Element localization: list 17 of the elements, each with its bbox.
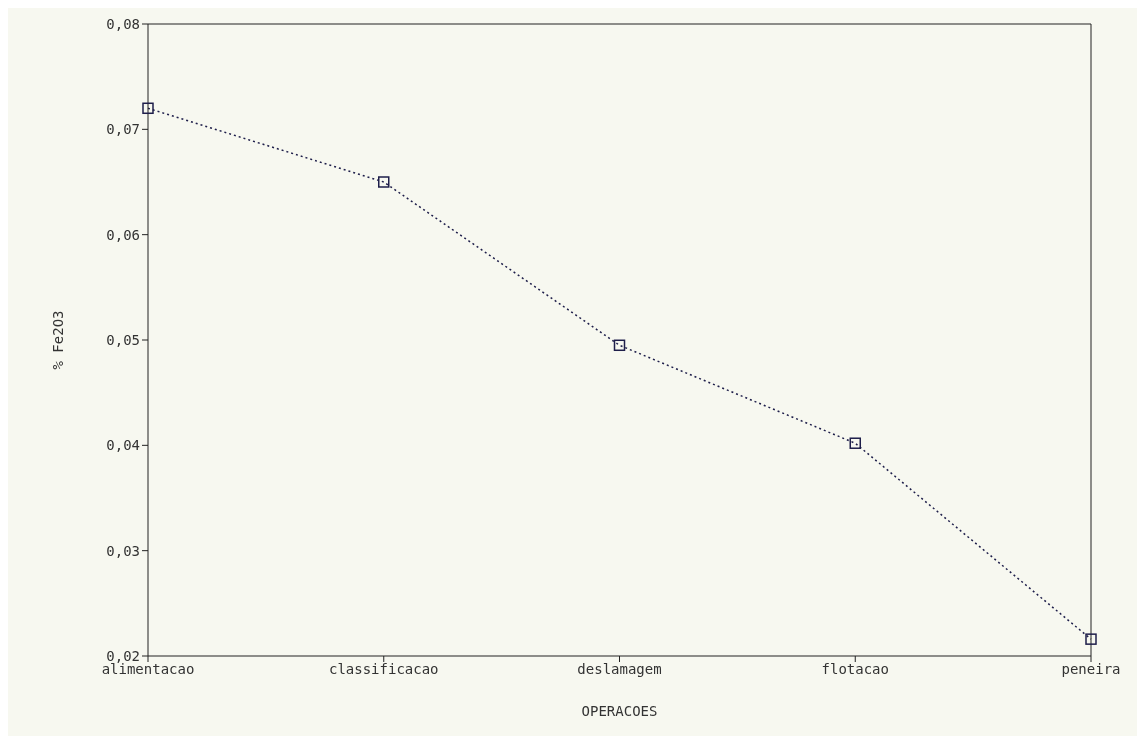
y-tick-label: 0,03: [106, 542, 140, 559]
y-tick-label: 0,08: [106, 15, 140, 32]
y-tick-label: 0,07: [106, 121, 140, 138]
x-axis-title: OPERACOES: [581, 703, 658, 719]
point: [142, 102, 154, 115]
x-tick-label: peneira: [1061, 660, 1121, 677]
x-tick-label: flotacao: [821, 660, 889, 677]
point: [1085, 633, 1097, 645]
y-tick-label: 0,05: [106, 331, 140, 348]
y-tick-label: 0,04: [106, 437, 140, 454]
x-tick-label: deslamagem: [577, 660, 662, 677]
y-axis-title: % Fe2O3: [49, 310, 66, 370]
y-tick-label: 0,06: [106, 226, 140, 243]
point: [849, 437, 861, 449]
x-tick-label: classificacao: [328, 660, 439, 677]
point: [378, 176, 390, 188]
point: [613, 339, 626, 352]
